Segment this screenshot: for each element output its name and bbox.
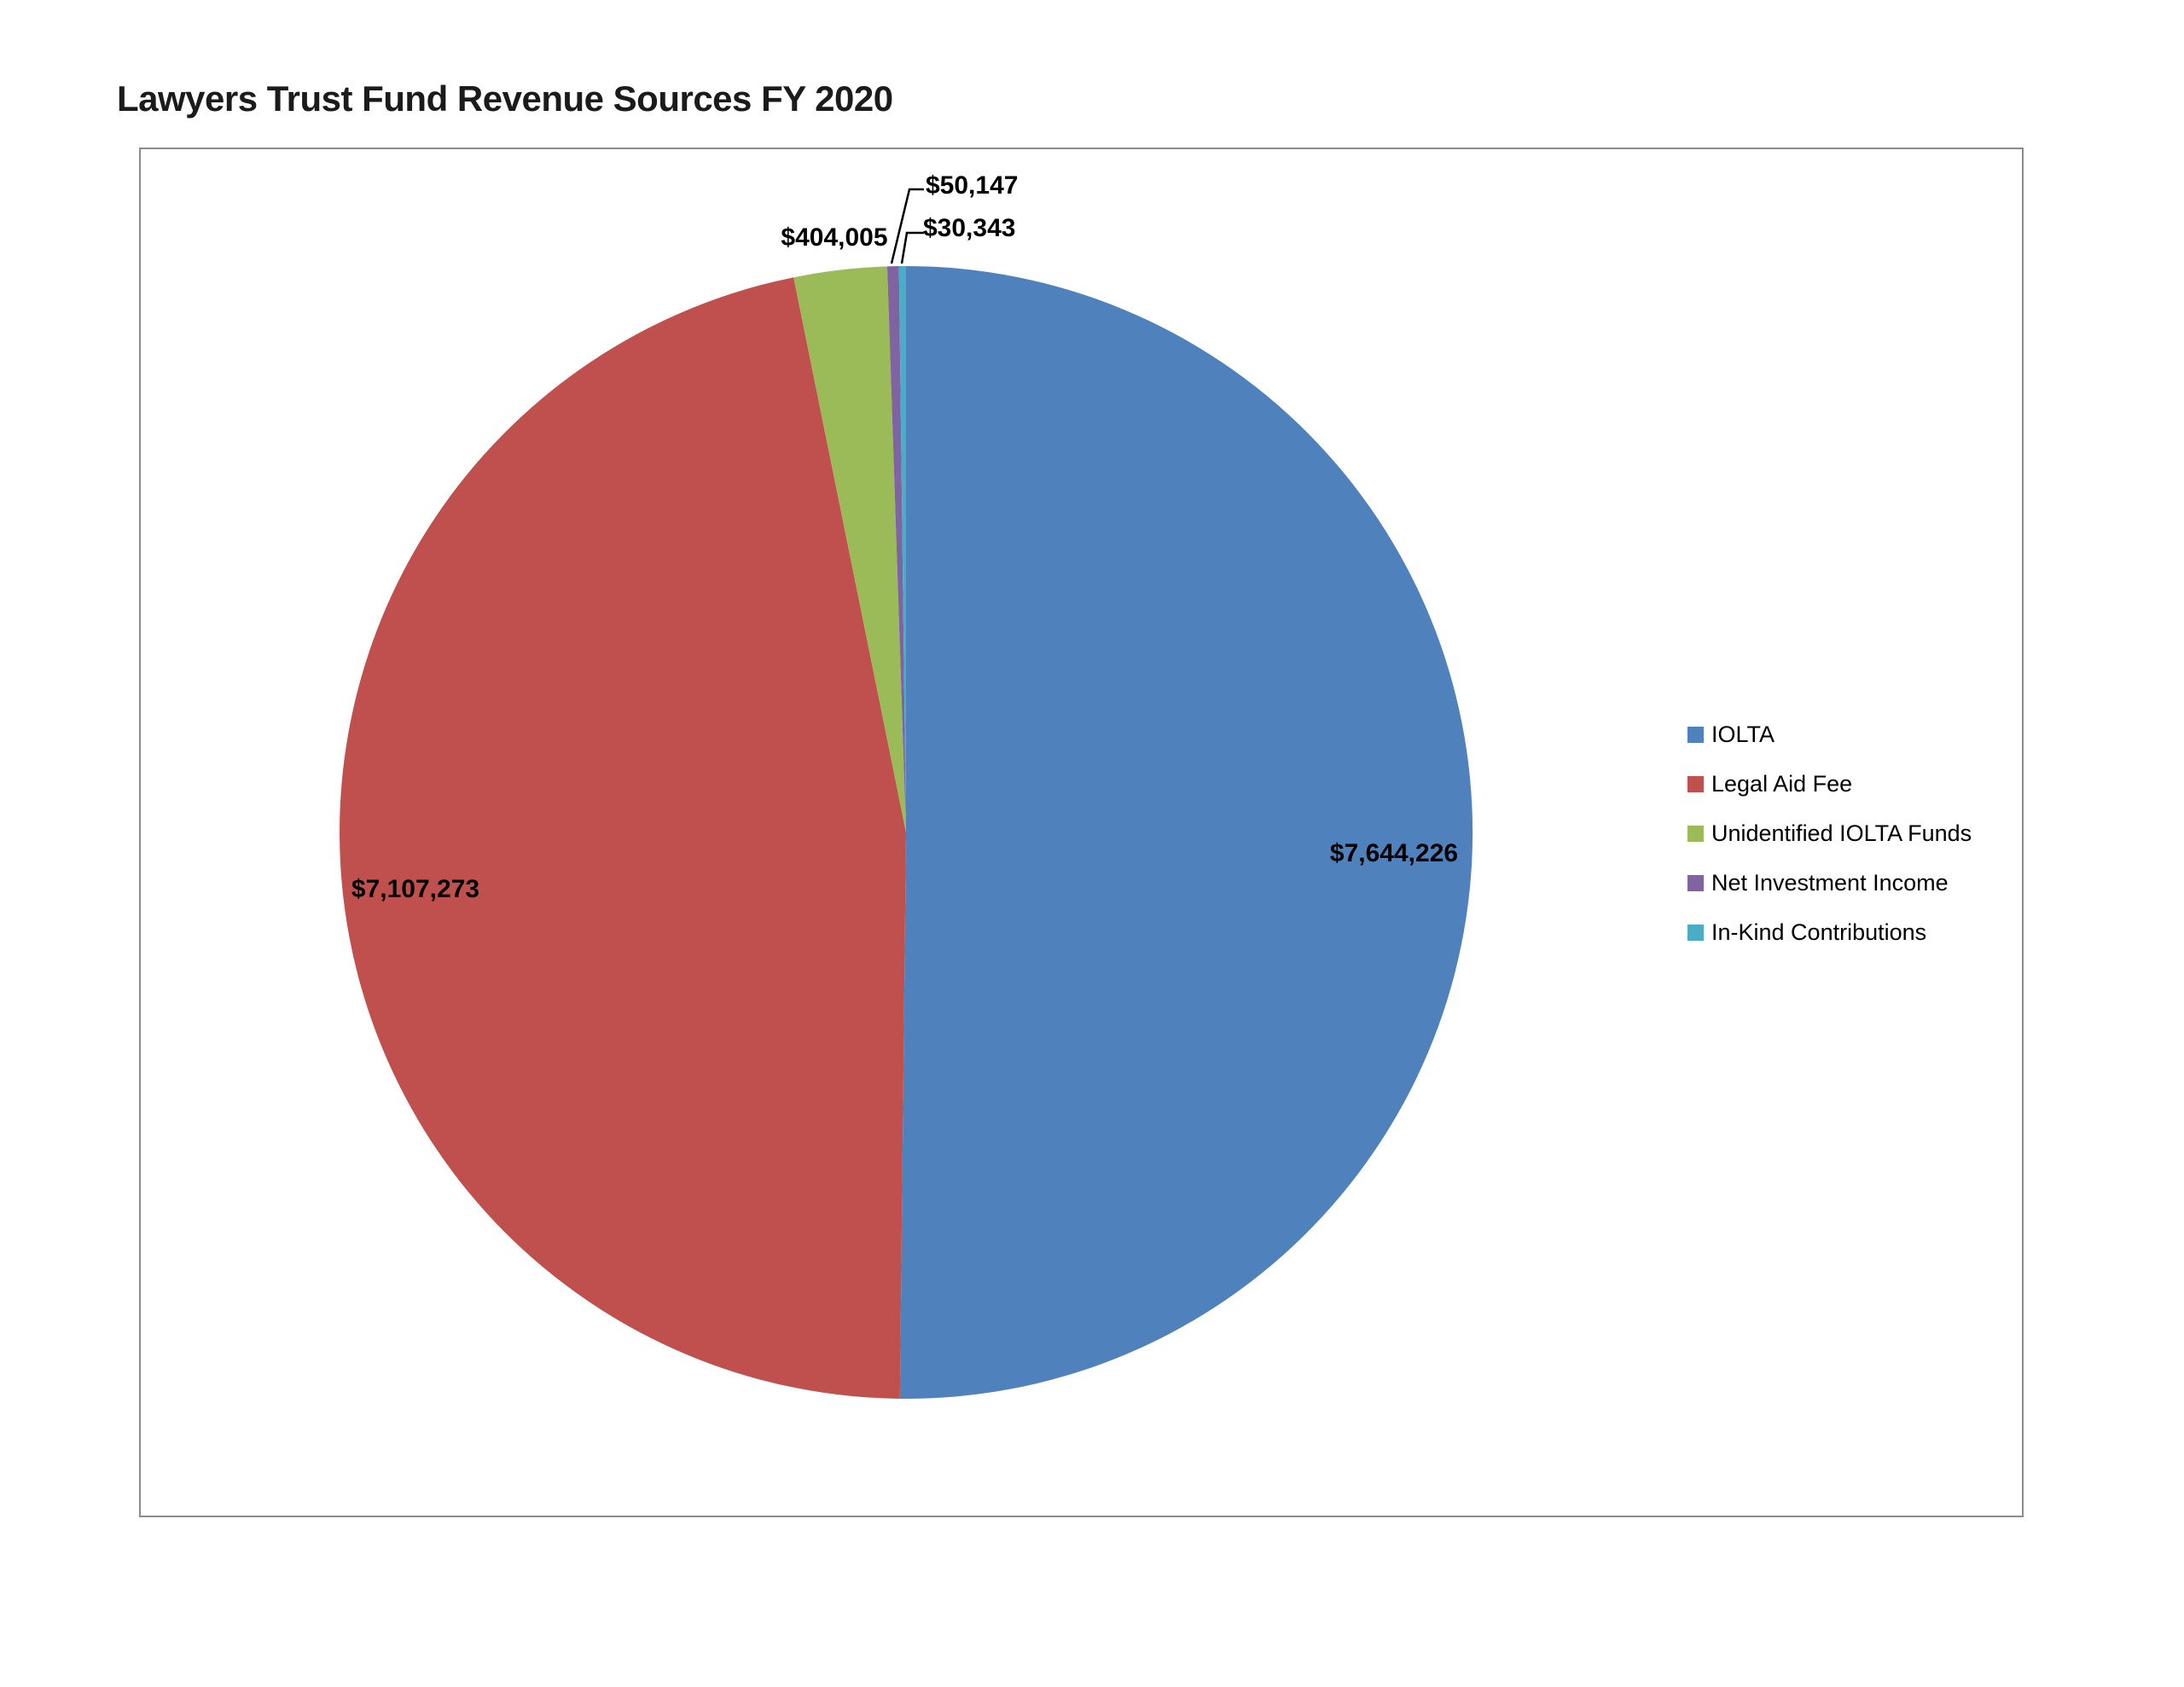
data-label-iolta: $7,644,226 — [1330, 839, 1458, 867]
legend-swatch-in-kind-contributions — [1687, 924, 1704, 941]
data-label-in-kind-contributions: $30,343 — [923, 214, 1015, 242]
pie-data-labels: $7,644,226 $7,107,273 $404,005 $50,147 $30,3… — [351, 171, 1458, 903]
leader-line-in-kind-contributions — [900, 231, 924, 264]
data-label-unidentified-iolta-funds: $404,005 — [781, 223, 887, 252]
pie-slice-unidentified-iolta-funds — [793, 266, 906, 832]
legend-label-unidentified-iolta-funds: Unidentified IOLTA Funds — [1711, 820, 1972, 846]
legend-swatch-legal-aid-fee — [1687, 775, 1704, 792]
legend-label-net-investment-income: Net Investment Income — [1711, 869, 1949, 896]
legend-swatch-unidentified-iolta-funds — [1687, 825, 1704, 842]
legend-label-legal-aid-fee: Legal Aid Fee — [1711, 770, 1853, 797]
data-label-legal-aid-fee: $7,107,273 — [351, 875, 479, 903]
pie-slice-net-investment-income — [886, 266, 906, 832]
legend-swatch-net-investment-income — [1687, 874, 1704, 891]
legend-item-legal-aid-fee: Legal Aid Fee — [1687, 759, 2012, 809]
legend-item-iolta: IOLTA — [1687, 710, 2012, 759]
legend: IOLTA Legal Aid Fee Unidentified IOLTA Fun… — [1687, 710, 2012, 957]
legend-item-net-investment-income: Net Investment Income — [1687, 858, 2012, 907]
data-label-net-investment-income: $50,147 — [926, 171, 1018, 200]
pie-slices — [340, 265, 1473, 1400]
chart-title: Lawyers Trust Fund Revenue Sources FY 20… — [117, 78, 893, 119]
legend-item-unidentified-iolta-funds: Unidentified IOLTA Funds — [1687, 809, 2012, 858]
pie-slice-iolta — [899, 266, 1473, 1400]
legend-label-in-kind-contributions: In-Kind Contributions — [1711, 919, 1927, 945]
pie-slice-in-kind-contributions — [898, 265, 906, 832]
leader-line-net-investment-income — [890, 188, 924, 264]
pie-slice-legal-aid-fee — [340, 277, 907, 1399]
legend-label-iolta: IOLTA — [1711, 721, 1775, 747]
legend-swatch-iolta — [1687, 726, 1704, 743]
pie-leader-lines — [890, 188, 924, 264]
legend-item-in-kind-contributions: In-Kind Contributions — [1687, 907, 2012, 957]
